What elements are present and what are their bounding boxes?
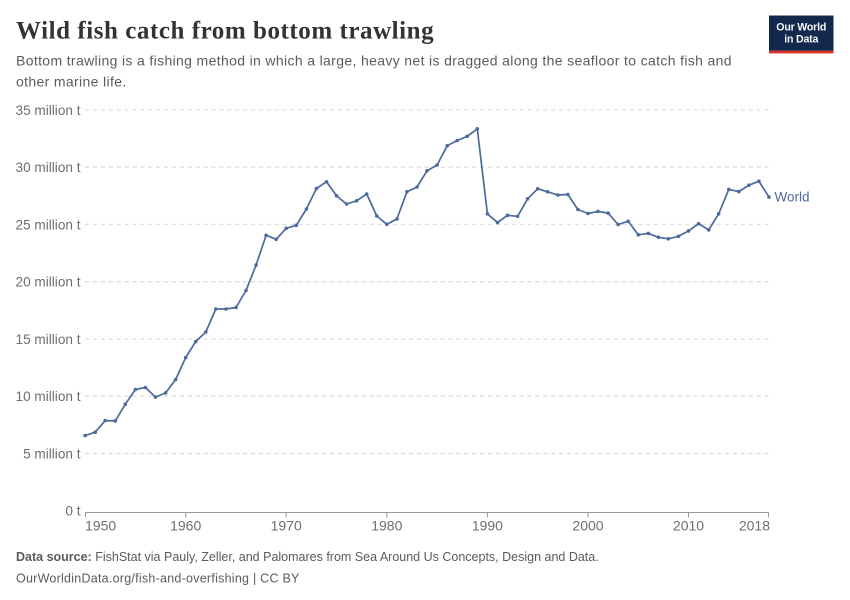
svg-text:1970: 1970 (271, 518, 302, 534)
svg-text:Bottom trawling is a fishing m: Bottom trawling is a fishing method in w… (16, 53, 732, 69)
svg-text:25 million t: 25 million t (16, 217, 81, 232)
svg-text:2010: 2010 (673, 518, 704, 534)
svg-text:15 million t: 15 million t (16, 332, 81, 347)
svg-text:5 million t: 5 million t (23, 446, 81, 461)
svg-text:0 t: 0 t (65, 504, 80, 519)
svg-text:Our World: Our World (776, 22, 826, 34)
svg-text:in Data: in Data (784, 34, 818, 46)
svg-text:1950: 1950 (85, 518, 116, 534)
svg-text:Data source: FishStat via Paul: Data source: FishStat via Pauly, Zeller,… (16, 550, 599, 564)
svg-text:35 million t: 35 million t (16, 103, 81, 118)
svg-text:1980: 1980 (371, 518, 402, 534)
svg-text:2018: 2018 (739, 518, 770, 534)
svg-text:other marine life.: other marine life. (16, 74, 127, 90)
svg-text:World: World (775, 190, 810, 205)
svg-text:1960: 1960 (170, 518, 201, 534)
svg-text:30 million t: 30 million t (16, 160, 81, 175)
svg-text:Wild fish catch from bottom tr: Wild fish catch from bottom trawling (16, 18, 434, 45)
svg-text:2000: 2000 (572, 518, 603, 534)
svg-text:10 million t: 10 million t (16, 389, 81, 404)
svg-text:1990: 1990 (472, 518, 503, 534)
svg-text:OurWorldinData.org/fish-and-ov: OurWorldinData.org/fish-and-overfishing … (16, 572, 300, 586)
svg-text:20 million t: 20 million t (16, 275, 81, 290)
